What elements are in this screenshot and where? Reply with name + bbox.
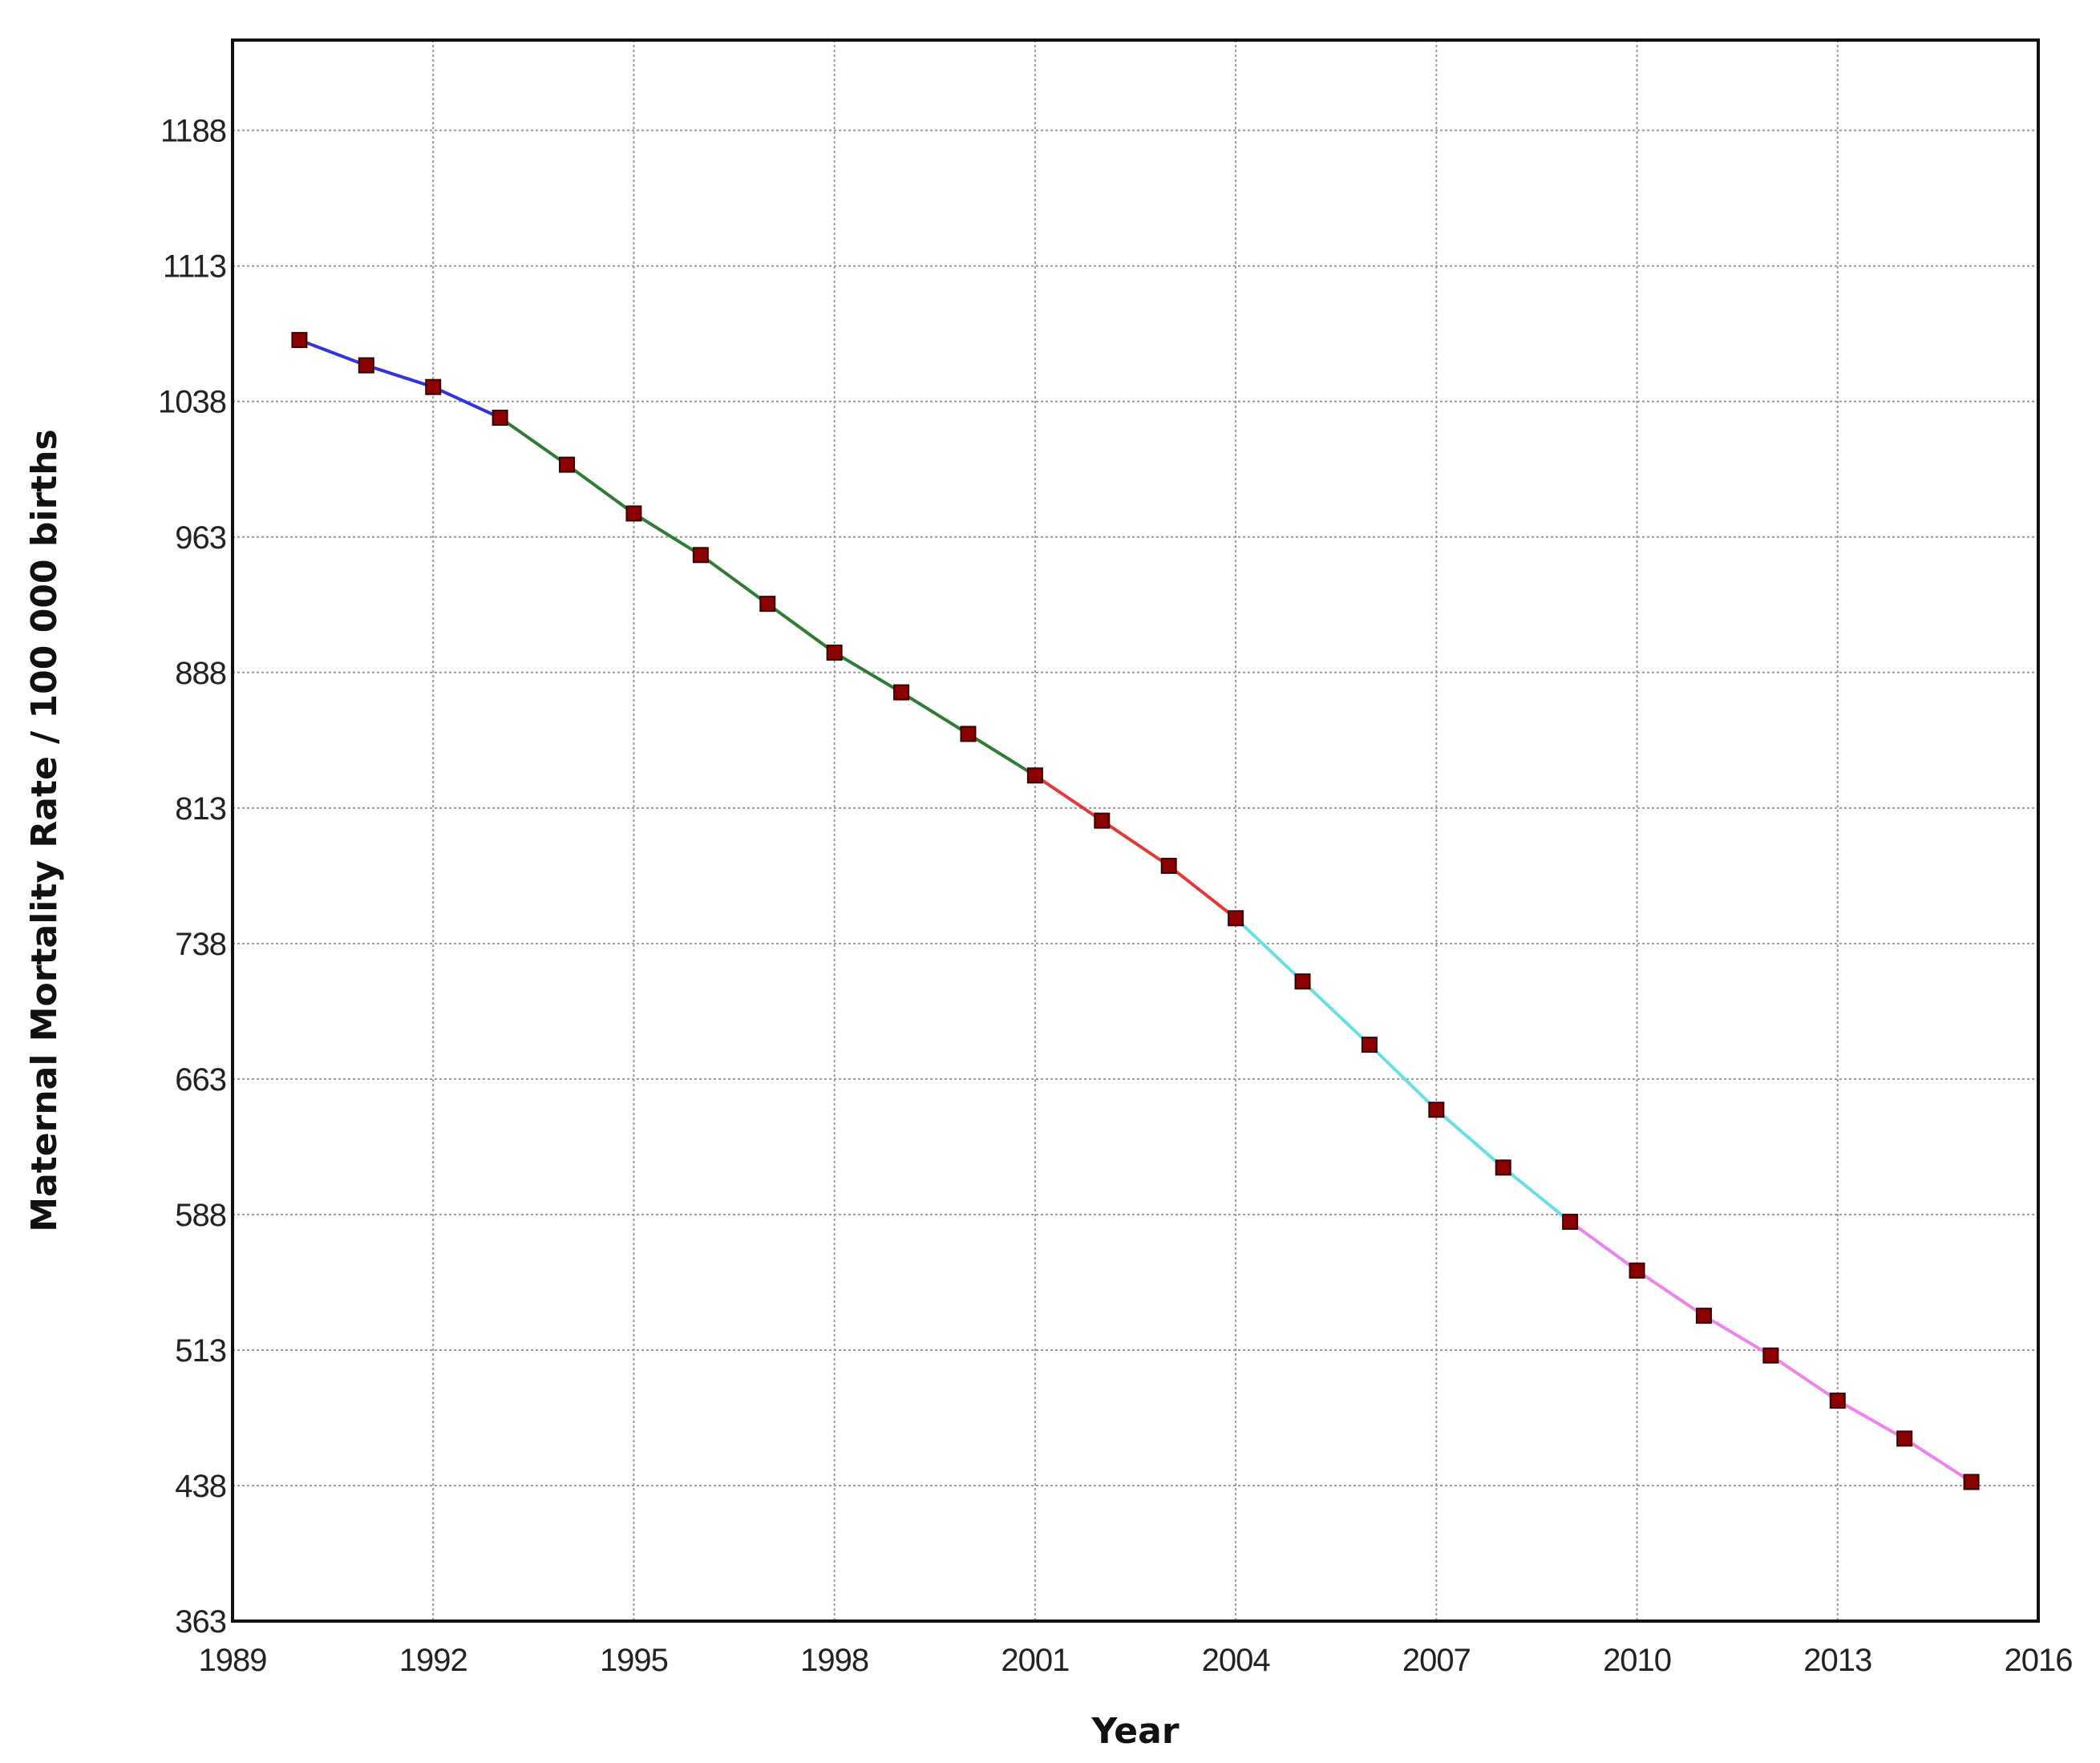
plot-area: [231, 38, 2040, 1623]
y-tick-label: 738: [175, 927, 226, 962]
data-point: [1963, 1474, 1980, 1490]
series-lines: [298, 338, 1973, 1484]
data-point: [1896, 1430, 1913, 1447]
x-tick-label: 2007: [1402, 1643, 1471, 1678]
y-tick-label: 963: [175, 520, 226, 556]
x-tick-label: 1995: [600, 1643, 668, 1678]
y-tick-label: 813: [175, 791, 226, 827]
y-tick-label: 588: [175, 1198, 226, 1233]
grid: [232, 40, 2039, 1622]
series-line-segment: [1234, 916, 1572, 1223]
data-point: [759, 596, 776, 613]
x-tick-label: 2001: [1001, 1643, 1069, 1678]
data-point: [291, 332, 308, 349]
y-tick-label: 1038: [158, 385, 226, 420]
data-point: [1026, 767, 1043, 784]
x-tick-label: 2016: [2005, 1643, 2073, 1678]
x-tick-label: 1998: [800, 1643, 868, 1678]
x-tick-label: 1989: [199, 1643, 267, 1678]
x-tick-label: 2004: [1202, 1643, 1271, 1678]
series-line-segment: [298, 338, 501, 419]
data-point: [559, 456, 576, 473]
y-tick-label: 663: [175, 1062, 226, 1098]
y-tick-label: 363: [175, 1604, 226, 1640]
x-tick-label: 1992: [399, 1643, 467, 1678]
data-point: [1428, 1102, 1445, 1118]
data-point: [1695, 1308, 1712, 1324]
data-point: [1562, 1213, 1579, 1230]
data-point: [1829, 1393, 1846, 1409]
x-tick-labels: 1989 1992 1995 1998 2001 2004 2007 2010 2013 2016: [199, 1643, 2074, 1678]
series-line-segment: [1034, 774, 1237, 920]
data-point: [358, 357, 374, 374]
y-tick-label: 1188: [160, 114, 226, 149]
data-point: [625, 505, 642, 522]
data-point: [826, 645, 843, 661]
data-point: [1629, 1262, 1645, 1279]
x-tick-label: 2010: [1603, 1643, 1671, 1678]
data-point: [1495, 1159, 1511, 1176]
y-tick-labels: 363 438 513 588 663 738 813 888 963 1038 1113 1188: [158, 114, 227, 1640]
data-point: [692, 547, 709, 564]
data-point: [492, 410, 508, 427]
y-tick-label: 1113: [163, 249, 226, 285]
data-point: [425, 378, 442, 395]
y-axis-title: Maternal Mortality Rate / 100 000 births: [24, 429, 65, 1231]
data-point: [1228, 910, 1244, 927]
data-point: [1160, 857, 1177, 874]
data-point: [1094, 812, 1111, 829]
y-tick-label: 513: [175, 1333, 226, 1369]
x-tick-label: 2013: [1803, 1643, 1871, 1678]
y-tick-label: 888: [175, 656, 226, 691]
y-tick-label: 438: [175, 1469, 226, 1504]
data-point: [960, 726, 977, 742]
data-markers: [291, 332, 1980, 1490]
data-point: [893, 684, 910, 701]
data-point: [1762, 1347, 1779, 1364]
data-point: [1361, 1037, 1378, 1053]
x-axis-title: Year: [1090, 1711, 1179, 1752]
data-point: [1294, 973, 1311, 990]
